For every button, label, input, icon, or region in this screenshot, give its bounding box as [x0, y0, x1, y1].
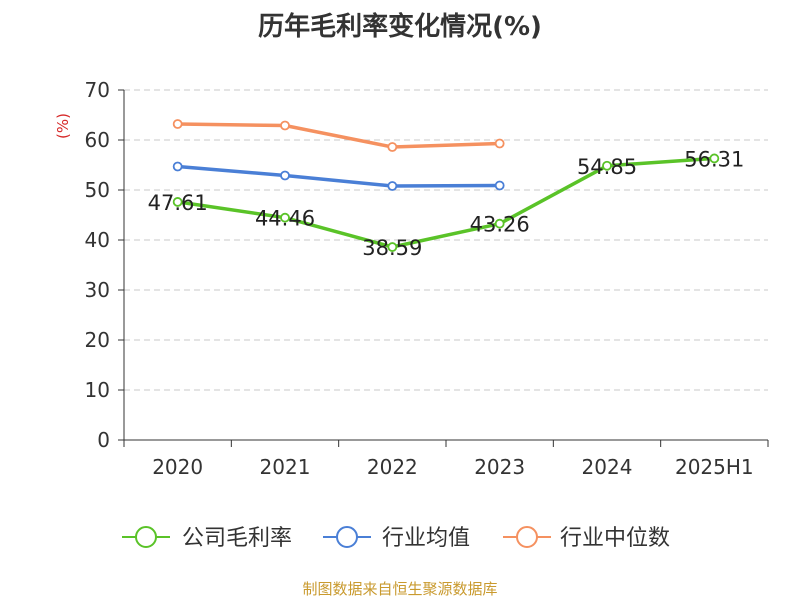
series-line-2 — [177, 122, 500, 149]
y-tick-label: 30 — [85, 278, 110, 302]
data-label: 56.31 — [684, 147, 744, 171]
x-tick-label: 2025H1 — [675, 455, 754, 479]
source-note: 制图数据来自恒生聚源数据库 — [302, 580, 498, 598]
series-line-0 — [177, 156, 715, 249]
axes: 0 10 20 30 40 50 60 70 2020 2021 2022 2023 2024 2025H… — [85, 78, 769, 479]
data-point — [387, 181, 398, 191]
legend-label-2: 行业中位数 — [560, 526, 670, 551]
legend-label-1: 行业均值 — [382, 526, 470, 551]
x-tick-label: 2020 — [152, 455, 203, 479]
legend-marker-0 — [135, 526, 157, 548]
data-label: 47.61 — [148, 191, 208, 215]
gridlines — [124, 89, 768, 391]
y-tick-label: 70 — [85, 78, 110, 102]
data-point — [709, 153, 720, 164]
data-point — [172, 119, 183, 129]
y-tick-label: 20 — [85, 328, 110, 352]
chart-title: 历年毛利率变化情况(%) — [258, 12, 542, 42]
legend-marker-1 — [336, 526, 358, 548]
legend-marker-2 — [516, 526, 538, 548]
series-lines: 47.61 44.46 38.59 43.26 54.85 56.31 — [148, 119, 744, 260]
data-point — [387, 242, 398, 252]
y-tick-label: 10 — [85, 378, 110, 402]
series-line-1 — [177, 164, 500, 188]
y-tick-label: 60 — [85, 128, 110, 152]
data-point — [494, 218, 505, 229]
legend-label-0: 公司毛利率 — [182, 526, 292, 551]
legend: 公司毛利率 行业均值 行业中位数 — [122, 526, 670, 551]
data-point — [494, 138, 505, 149]
data-label: 43.26 — [470, 213, 530, 237]
x-tick-label: 2023 — [474, 455, 525, 479]
y-tick-label: 0 — [97, 428, 110, 452]
y-axis-label: (%) — [54, 113, 72, 139]
data-point — [172, 161, 183, 172]
data-point — [172, 197, 183, 207]
data-point — [280, 120, 290, 131]
data-point — [602, 160, 612, 171]
y-tick-label: 40 — [85, 228, 110, 252]
data-point — [494, 180, 505, 191]
data-point — [280, 170, 290, 181]
data-label: 44.46 — [255, 207, 315, 231]
x-tick-label: 2021 — [260, 455, 311, 479]
data-label: 54.85 — [577, 155, 637, 179]
x-tick-label: 2022 — [367, 455, 418, 479]
data-label: 38.59 — [362, 236, 422, 260]
y-tick-label: 50 — [85, 178, 110, 202]
data-point — [280, 212, 290, 223]
x-tick-label: 2024 — [582, 455, 633, 479]
data-point — [387, 142, 398, 152]
